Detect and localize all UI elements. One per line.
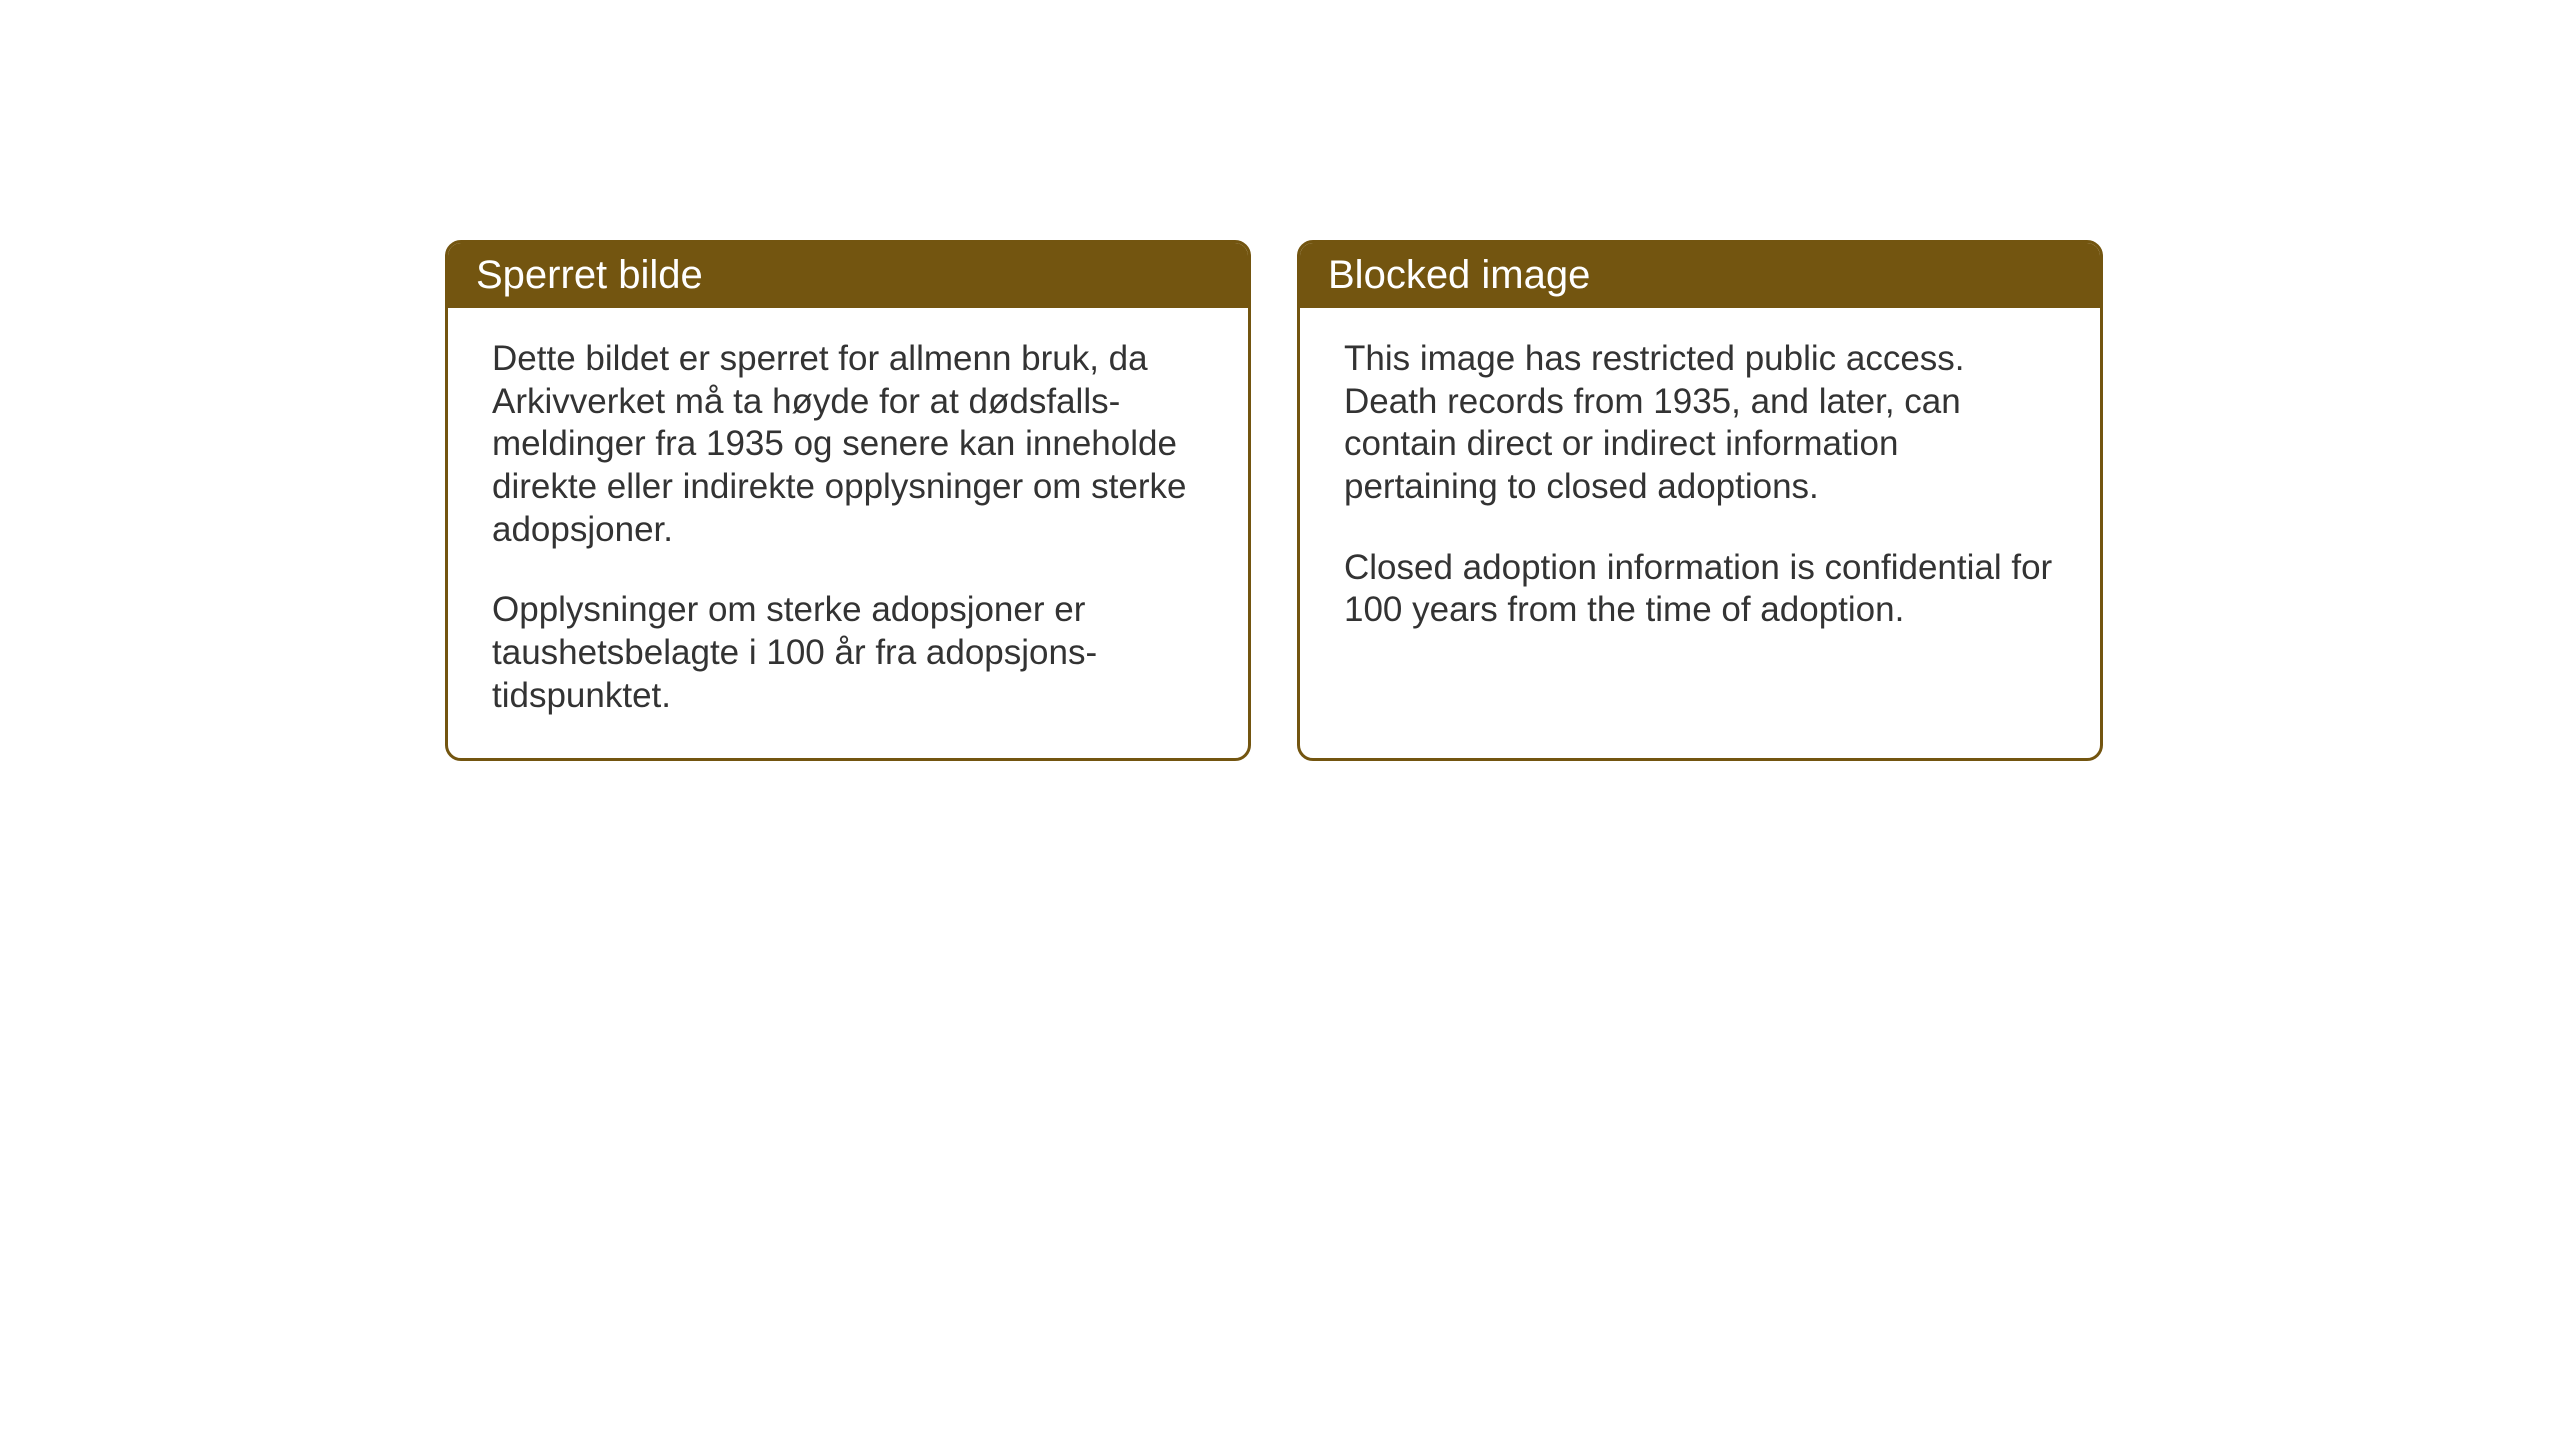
notice-cards-container: Sperret bilde Dette bildet er sperret fo… — [445, 240, 2103, 761]
card-header-norwegian: Sperret bilde — [448, 243, 1248, 308]
card-body-english: This image has restricted public access.… — [1300, 308, 2100, 672]
blocked-image-card-english: Blocked image This image has restricted … — [1297, 240, 2103, 761]
card-header-english: Blocked image — [1300, 243, 2100, 308]
card-text-english-p1: This image has restricted public access.… — [1344, 338, 2056, 509]
card-text-norwegian-p2: Opplysninger om sterke adopsjoner er tau… — [492, 589, 1204, 717]
blocked-image-card-norwegian: Sperret bilde Dette bildet er sperret fo… — [445, 240, 1251, 761]
card-body-norwegian: Dette bildet er sperret for allmenn bruk… — [448, 308, 1248, 758]
card-text-english-p2: Closed adoption information is confident… — [1344, 547, 2056, 632]
card-text-norwegian-p1: Dette bildet er sperret for allmenn bruk… — [492, 338, 1204, 551]
card-title-norwegian: Sperret bilde — [476, 253, 703, 297]
card-title-english: Blocked image — [1328, 253, 1590, 297]
